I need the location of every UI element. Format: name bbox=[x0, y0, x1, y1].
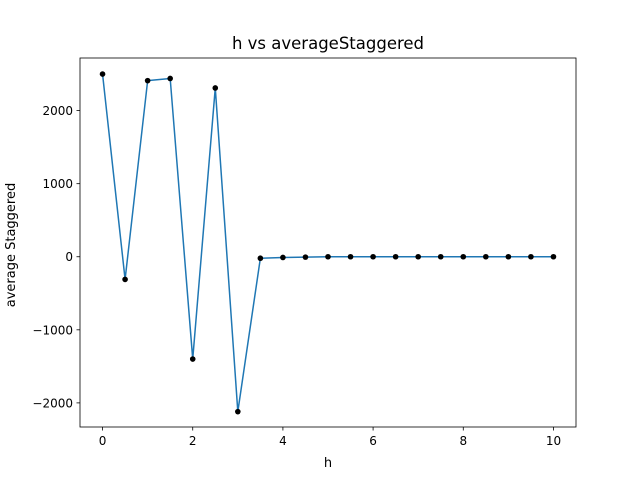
data-point bbox=[437, 253, 444, 260]
data-point bbox=[505, 253, 512, 260]
data-point bbox=[189, 356, 196, 362]
data-point bbox=[144, 77, 151, 84]
data-point bbox=[302, 254, 309, 260]
x-tick-label: 0 bbox=[99, 434, 107, 448]
plot-frame bbox=[79, 57, 577, 428]
x-tick-label: 10 bbox=[546, 434, 561, 448]
data-point bbox=[347, 253, 354, 260]
y-tick-label: 2000 bbox=[42, 104, 73, 118]
plot-area: 0 2 4 6 8 10 −2000 −1000 0 1000 2000 bbox=[32, 57, 577, 448]
data-point bbox=[212, 85, 219, 91]
y-tick-label: −1000 bbox=[32, 323, 73, 337]
data-point bbox=[550, 253, 557, 260]
x-tick-label: 4 bbox=[279, 434, 287, 448]
data-point bbox=[99, 71, 106, 77]
data-point bbox=[167, 75, 173, 82]
data-point bbox=[460, 253, 467, 260]
data-point bbox=[483, 253, 489, 260]
data-point bbox=[122, 276, 128, 283]
data-point bbox=[415, 253, 421, 260]
y-tick-label: 1000 bbox=[42, 177, 73, 191]
x-tick-label: 2 bbox=[189, 434, 197, 448]
data-point bbox=[257, 255, 264, 262]
data-point bbox=[392, 253, 399, 260]
chart-title: h vs averageStaggered bbox=[232, 34, 424, 53]
data-point bbox=[325, 253, 331, 260]
data-point bbox=[235, 408, 241, 415]
data-point bbox=[280, 254, 286, 261]
x-tick-label: 6 bbox=[369, 434, 377, 448]
x-tick-label: 8 bbox=[459, 434, 467, 448]
data-point bbox=[370, 253, 376, 260]
data-point bbox=[528, 253, 534, 260]
y-axis-label: average Staggered bbox=[4, 183, 19, 307]
x-axis-label: h bbox=[324, 456, 332, 471]
y-tick-label: 0 bbox=[65, 250, 73, 264]
y-tick-label: −2000 bbox=[32, 396, 73, 410]
